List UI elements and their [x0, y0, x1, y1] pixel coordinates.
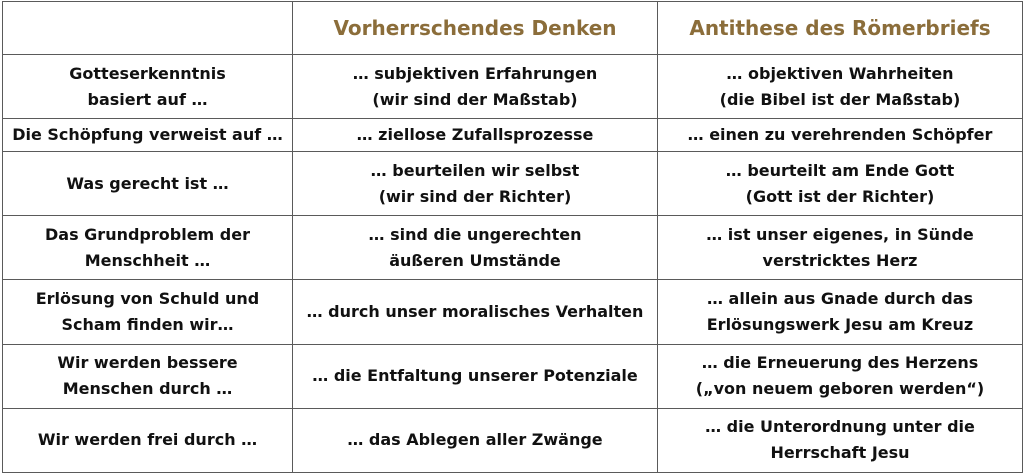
romans-cell: … die Unterordnung unter die Herrschaft … [657, 407, 1023, 474]
prevailing-cell: … subjektiven Erfahrungen (wir sind der … [292, 53, 658, 120]
table-row: Die Schöpfung verweist auf … … ziellose … [2, 118, 1023, 152]
header-romans-antithesis: Antithese des Römerbriefs [657, 1, 1023, 55]
table-row: Erlösung von Schuld und Scham finden wir… [2, 279, 1023, 345]
table-row: Gotteserkenntnis basiert auf … … subjekt… [2, 53, 1023, 120]
table-row: Wir werden frei durch … … das Ablegen al… [2, 407, 1023, 474]
topic-cell: Gotteserkenntnis basiert auf … [2, 53, 293, 120]
table-row: Wir werden bessere Menschen durch … … di… [2, 343, 1023, 409]
header-prevailing-thought: Vorherrschendes Denken [292, 1, 658, 55]
prevailing-cell: … sind die ungerechten äußeren Umstände [292, 215, 658, 281]
table-row: Was gerecht ist … … beurteilen wir selbs… [2, 150, 1023, 217]
topic-cell: Erlösung von Schuld und Scham finden wir… [2, 279, 293, 345]
table-row: Das Grundproblem der Menschheit … … sind… [2, 215, 1023, 281]
topic-cell: Die Schöpfung verweist auf … [2, 118, 293, 152]
header-row: Vorherrschendes Denken Antithese des Röm… [2, 1, 1023, 55]
prevailing-cell: … ziellose Zufallsprozesse [292, 118, 658, 152]
romans-cell: … objektiven Wahrheiten (die Bibel ist d… [657, 53, 1023, 120]
prevailing-cell: … die Entfaltung unserer Potenziale [292, 343, 658, 409]
topic-cell: Wir werden bessere Menschen durch … [2, 343, 293, 409]
header-empty-cell [2, 1, 293, 55]
prevailing-cell: … beurteilen wir selbst (wir sind der Ri… [292, 150, 658, 217]
topic-cell: Wir werden frei durch … [2, 407, 293, 474]
prevailing-cell: … durch unser moralisches Verhalten [292, 279, 658, 345]
topic-cell: Was gerecht ist … [2, 150, 293, 217]
romans-cell: … ist unser eigenes, in Sünde verstrickt… [657, 215, 1023, 281]
prevailing-cell: … das Ablegen aller Zwänge [292, 407, 658, 474]
romans-cell: … allein aus Gnade durch das Erlösungswe… [657, 279, 1023, 345]
romans-cell: … die Erneuerung des Herzens („von neuem… [657, 343, 1023, 409]
romans-cell: … einen zu verehrenden Schöpfer [657, 118, 1023, 152]
topic-cell: Das Grundproblem der Menschheit … [2, 215, 293, 281]
romans-cell: … beurteilt am Ende Gott (Gott ist der R… [657, 150, 1023, 217]
